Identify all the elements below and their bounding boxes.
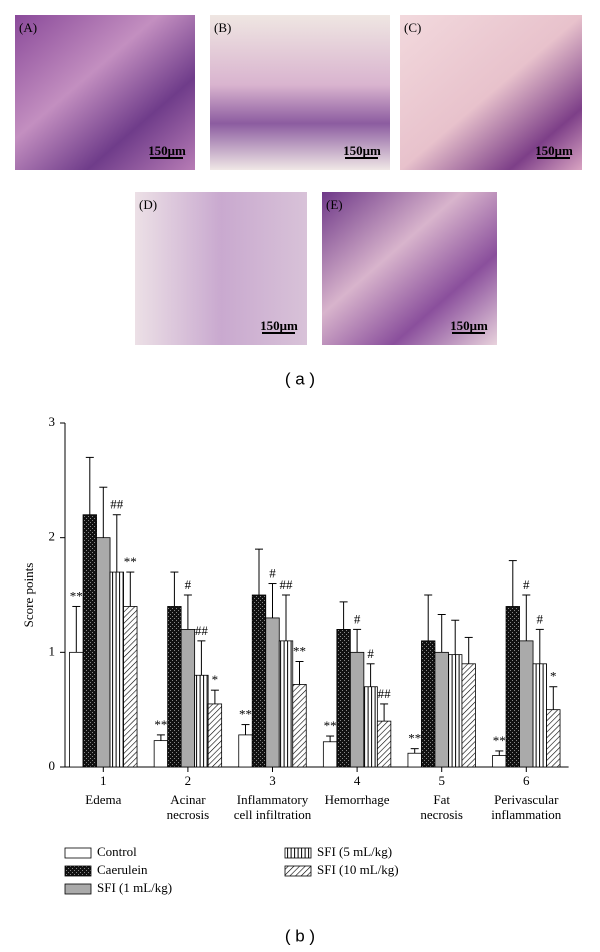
bar xyxy=(82,514,97,768)
x-tick-label: 3 xyxy=(269,773,276,788)
bar xyxy=(278,640,294,768)
bar xyxy=(265,617,280,768)
significance-label: ** xyxy=(239,707,252,722)
significance-label: ** xyxy=(124,554,137,569)
bar xyxy=(363,686,378,768)
significance-label: ** xyxy=(408,731,421,746)
y-tick-label: 0 xyxy=(49,758,56,773)
bar xyxy=(322,741,338,768)
bar xyxy=(180,629,196,768)
legend-label: Control xyxy=(97,844,137,859)
scale-label: 150μm xyxy=(343,143,381,158)
significance-label: * xyxy=(550,669,557,684)
x-tick-label: 6 xyxy=(523,773,530,788)
bar xyxy=(292,684,307,768)
category-label: Inflammatory cell infiltration xyxy=(233,792,312,822)
legend-swatch xyxy=(64,883,92,895)
significance-label: ** xyxy=(70,588,83,603)
bar xyxy=(109,571,124,768)
bar xyxy=(251,594,267,768)
panel-label: (D) xyxy=(139,197,157,212)
bar xyxy=(96,537,111,768)
bar xyxy=(194,674,209,768)
significance-label: ## xyxy=(110,497,124,512)
category-label: Fat necrosis xyxy=(420,792,463,822)
bar xyxy=(461,663,476,768)
y-tick-label: 2 xyxy=(49,529,56,544)
significance-label: ## xyxy=(280,577,294,592)
caption: ( a ) xyxy=(285,369,315,388)
legend-swatch xyxy=(64,865,92,877)
x-tick-label: 4 xyxy=(354,773,361,788)
micrograph xyxy=(322,192,497,345)
category-label: Acinar necrosis xyxy=(166,792,210,822)
significance-label: * xyxy=(212,672,219,687)
significance-label: # xyxy=(367,646,374,661)
scale-label: 150μm xyxy=(260,318,298,333)
panel-label: (E) xyxy=(326,197,343,212)
y-axis-label: Score points xyxy=(21,563,36,628)
x-tick-label: 2 xyxy=(185,773,192,788)
legend-label: SFI (1 mL/kg) xyxy=(97,880,172,895)
bar xyxy=(123,606,138,768)
legend-label: SFI (5 mL/kg) xyxy=(317,844,392,859)
category-label: Hemorrhage xyxy=(324,792,390,807)
bar xyxy=(238,734,253,768)
category-label: Perivascular inflammation xyxy=(491,792,562,822)
bar xyxy=(153,740,169,768)
bar xyxy=(336,629,351,768)
legend-swatch xyxy=(284,847,312,859)
significance-label: ** xyxy=(293,643,306,658)
y-tick-label: 3 xyxy=(49,414,56,429)
bar xyxy=(69,651,84,768)
bar xyxy=(448,654,463,768)
bar xyxy=(421,640,436,768)
x-tick-label: 5 xyxy=(438,773,445,788)
bar xyxy=(532,663,547,768)
micrograph xyxy=(210,15,390,170)
bar xyxy=(349,651,365,768)
bar xyxy=(505,606,520,768)
significance-label: # xyxy=(354,611,361,626)
significance-label: ** xyxy=(324,718,337,733)
bar xyxy=(519,640,534,768)
bar xyxy=(167,606,182,768)
panel-label: (C) xyxy=(404,20,421,35)
significance-label: ## xyxy=(378,686,392,701)
category-label: Edema xyxy=(85,792,122,807)
y-tick-label: 1 xyxy=(49,643,56,658)
x-tick-label: 1 xyxy=(100,773,107,788)
significance-label: # xyxy=(269,566,276,581)
significance-label: # xyxy=(537,611,544,626)
significance-label: # xyxy=(185,577,192,592)
micrograph xyxy=(15,15,195,170)
bar xyxy=(376,720,392,768)
significance-label: ## xyxy=(195,623,209,638)
panel-label: (B) xyxy=(214,20,231,35)
scale-label: 150μm xyxy=(450,318,488,333)
bar xyxy=(546,709,561,768)
legend-label: Caerulein xyxy=(97,862,148,877)
bar xyxy=(434,651,449,768)
significance-label: # xyxy=(523,577,530,592)
scale-label: 150μm xyxy=(535,143,573,158)
legend-swatch xyxy=(64,847,92,859)
bar xyxy=(492,755,507,768)
significance-label: ** xyxy=(154,717,167,732)
legend-label: SFI (10 mL/kg) xyxy=(317,862,399,877)
legend-swatch xyxy=(284,865,312,877)
micrographs xyxy=(15,15,582,345)
scale-label: 150μm xyxy=(148,143,186,158)
micrograph xyxy=(135,192,307,345)
bar xyxy=(207,703,223,768)
bar xyxy=(407,752,422,768)
significance-label: ** xyxy=(493,733,506,748)
micrograph xyxy=(400,15,582,170)
panel-label: (A) xyxy=(19,20,37,35)
caption: ( b ) xyxy=(285,926,315,945)
